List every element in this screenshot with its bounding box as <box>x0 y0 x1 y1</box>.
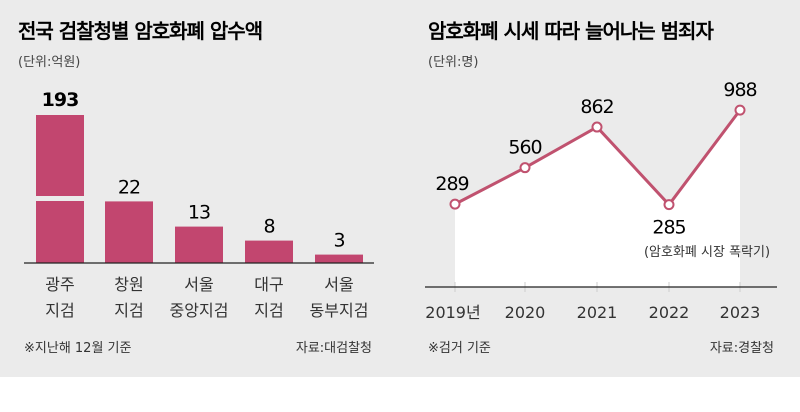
line-chart-title: 암호화폐 시세 따라 늘어나는 범죄자 <box>428 19 714 43</box>
bar-category-label: 지검 <box>45 301 74 320</box>
bar-chart-title: 전국 검찰청별 암호화폐 압수액 <box>18 19 262 43</box>
bar-category-label: 대구 <box>254 275 283 294</box>
bar-category-label: 동부지검 <box>310 301 369 320</box>
bar-1 <box>105 201 153 263</box>
chart-background <box>0 0 800 377</box>
bar-chart-source: 자료:대검찰청 <box>296 341 372 356</box>
data-point <box>449 198 461 210</box>
data-point <box>663 199 675 211</box>
line-chart-unit: (단위:명) <box>428 55 478 70</box>
bar-value-label: 22 <box>118 176 140 198</box>
data-point <box>591 121 603 133</box>
line-chart-area <box>455 110 740 287</box>
x-tick-label: 2023 <box>720 303 761 322</box>
bar-value-label: 193 <box>42 89 79 111</box>
x-tick-label: 2021 <box>577 303 618 322</box>
point-value-label: 988 <box>723 79 756 101</box>
bar-0-lower <box>36 201 84 263</box>
bar-2 <box>175 226 223 263</box>
bar-category-label: 서울 <box>184 275 213 294</box>
x-tick-label: 2022 <box>649 303 690 322</box>
bar-value-label: 8 <box>263 216 274 238</box>
bar-category-label: 지검 <box>114 301 143 320</box>
bar-category-label: 창원 <box>114 275 143 294</box>
bar-category-label: 서울 <box>324 275 353 294</box>
bar-category-label: 지검 <box>254 301 283 320</box>
bar-chart-footnote: ※지난해 12월 기준 <box>24 341 131 356</box>
bar-category-label: 중앙지검 <box>170 301 229 320</box>
point-value-label: 289 <box>435 173 468 195</box>
line-chart-footnote: ※검거 기준 <box>428 341 491 356</box>
data-point <box>519 162 531 174</box>
point-value-label: 560 <box>508 137 541 159</box>
point-value-label: 862 <box>580 96 613 118</box>
crash-annotation: (암호화폐 시장 폭락기) <box>644 245 770 260</box>
x-tick-label: 2019년 <box>425 303 480 322</box>
point-value-label: 285 <box>652 217 685 239</box>
bar-value-label: 13 <box>188 202 210 224</box>
bar-4 <box>315 254 363 263</box>
bar-chart-unit: (단위:억원) <box>18 55 80 70</box>
bar-0-upper <box>36 115 84 196</box>
bar-value-label: 3 <box>333 230 344 252</box>
x-tick-label: 2020 <box>505 303 546 322</box>
bar-3 <box>245 240 293 263</box>
data-point <box>734 104 746 116</box>
bar-category-label: 광주 <box>45 275 74 294</box>
line-chart-source: 자료:경찰청 <box>710 341 774 356</box>
